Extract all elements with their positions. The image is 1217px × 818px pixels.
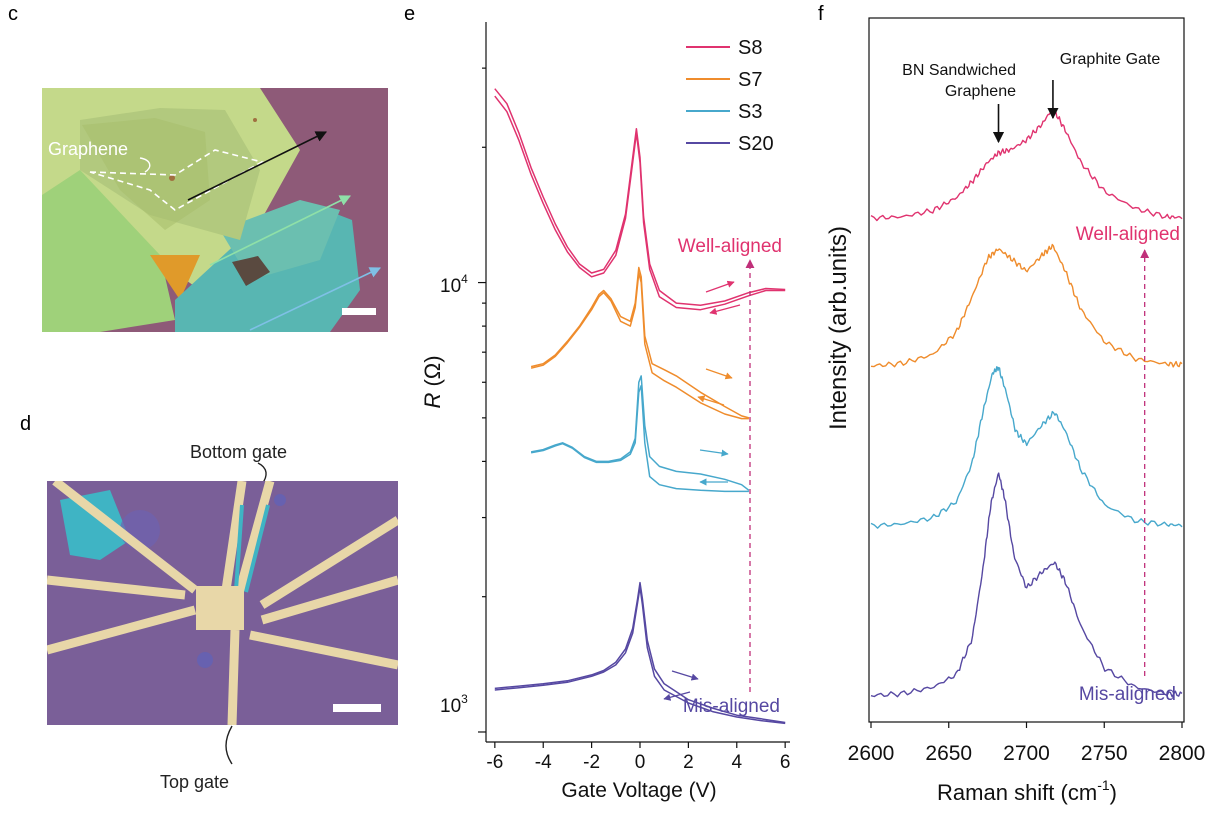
e-x-axis-label: Gate Voltage (V) — [561, 779, 716, 802]
top-gate-leader — [225, 725, 233, 765]
e-mis-aligned-label: Mis-aligned — [683, 696, 780, 717]
sweep-arrow-s20-forward — [671, 670, 699, 681]
e-xtick-label: 4 — [731, 752, 742, 773]
graphene-label-leader — [139, 157, 151, 173]
graphene-label: Graphene — [48, 139, 128, 159]
f-spectrum-s7 — [870, 243, 1183, 368]
f-xtick-label: 2600 — [848, 742, 895, 765]
raman-arrow-green — [209, 195, 352, 266]
f-x-ticks: 2600 2650 2700 2750 2800 — [848, 722, 1206, 765]
raman-arrow-blue — [249, 267, 382, 331]
panel-d-letter: d — [20, 413, 31, 435]
e-well-aligned-label: Well-aligned — [678, 236, 782, 257]
e-sweep-arrows — [663, 280, 741, 701]
e-legend: S8 S7 S3 S20 — [686, 37, 774, 155]
raman-arrow-black — [187, 131, 328, 201]
f-xtick-label: 2650 — [925, 742, 972, 765]
e-xtick-label: 6 — [780, 752, 791, 773]
e-series-s3-forward — [530, 375, 750, 491]
legend-label-s3: S3 — [738, 101, 762, 123]
graphene-outline — [89, 149, 265, 211]
f-xtick-label: 2700 — [1003, 742, 1050, 765]
e-series-s7-backward — [530, 272, 749, 420]
scale-bar — [333, 704, 381, 712]
e-series-s3-backward — [530, 384, 749, 493]
sweep-arrow-s3-forward — [699, 449, 729, 457]
panel-c-micrograph — [42, 88, 388, 332]
f-bn-label-line2: Graphene — [945, 83, 1016, 100]
legend-label-s8: S8 — [738, 37, 762, 59]
e-xtick-label: 0 — [635, 752, 646, 773]
legend-label-s20: S20 — [738, 133, 774, 155]
f-xtick-label: 2800 — [1159, 742, 1206, 765]
sweep-arrow-s20-backward — [663, 691, 691, 701]
sweep-arrow-s8-forward — [705, 280, 735, 293]
e-y-axis-label: R (Ω) — [420, 355, 445, 408]
f-bn-label-line1: BN Sandwiched — [902, 62, 1016, 79]
f-plot-frame — [868, 17, 1185, 723]
panel-c-letter: c — [8, 3, 18, 25]
scale-bar — [342, 308, 376, 315]
f-mis-aligned-label: Mis-aligned — [1079, 684, 1176, 705]
panel-e: e -6 -4 -2 0 2 4 6 104 103 R (Ω) Gate Voltage … — [404, 3, 790, 802]
e-series-s20-backward — [494, 586, 786, 725]
panel-d-micrograph — [47, 481, 398, 725]
e-ytick-1e4: 104 — [440, 272, 468, 297]
sweep-arrow-s8-backward — [709, 304, 741, 315]
f-x-axis-label: Raman shift (cm-1) — [937, 777, 1117, 805]
e-ytick-1e3: 103 — [440, 692, 468, 717]
f-xtick-label: 2750 — [1081, 742, 1128, 765]
f-spectrum-s3 — [870, 366, 1183, 529]
f-spectrum-s8 — [870, 107, 1183, 222]
e-y-minor-ticks — [478, 67, 486, 733]
f-graphite-label: Graphite Gate — [1060, 51, 1161, 68]
e-xtick-label: -2 — [583, 752, 600, 773]
top-gate-label: Top gate — [160, 772, 229, 792]
panel-d: d Bottom gate — [20, 413, 398, 792]
bottom-gate-leader — [257, 462, 267, 485]
f-series-layer — [870, 107, 1183, 698]
panel-c: c Graphene — [8, 3, 388, 332]
e-series-s7-forward — [530, 266, 750, 419]
sweep-arrow-s7-forward — [705, 368, 733, 380]
metal-leads — [47, 481, 398, 725]
e-x-ticks: -6 -4 -2 0 2 4 6 — [486, 742, 790, 773]
e-xtick-label: 2 — [683, 752, 694, 773]
legend-label-s7: S7 — [738, 69, 762, 91]
panel-f-letter: f — [818, 3, 824, 25]
sweep-arrow-s7-backward — [697, 395, 725, 406]
f-y-axis-label: Intensity (arb.units) — [825, 226, 852, 430]
f-well-aligned-label: Well-aligned — [1076, 224, 1180, 245]
panel-f: f 2600 2650 2700 2750 2800 Intensity (arb.un… — [818, 3, 1205, 805]
e-series-layer — [494, 88, 786, 725]
bottom-gate-label: Bottom gate — [190, 442, 287, 462]
f-spectrum-s20 — [870, 472, 1183, 698]
e-xtick-label: -6 — [486, 752, 503, 773]
e-xtick-label: -4 — [535, 752, 552, 773]
e-series-s8-backward — [494, 95, 786, 311]
panel-e-letter: e — [404, 3, 415, 25]
